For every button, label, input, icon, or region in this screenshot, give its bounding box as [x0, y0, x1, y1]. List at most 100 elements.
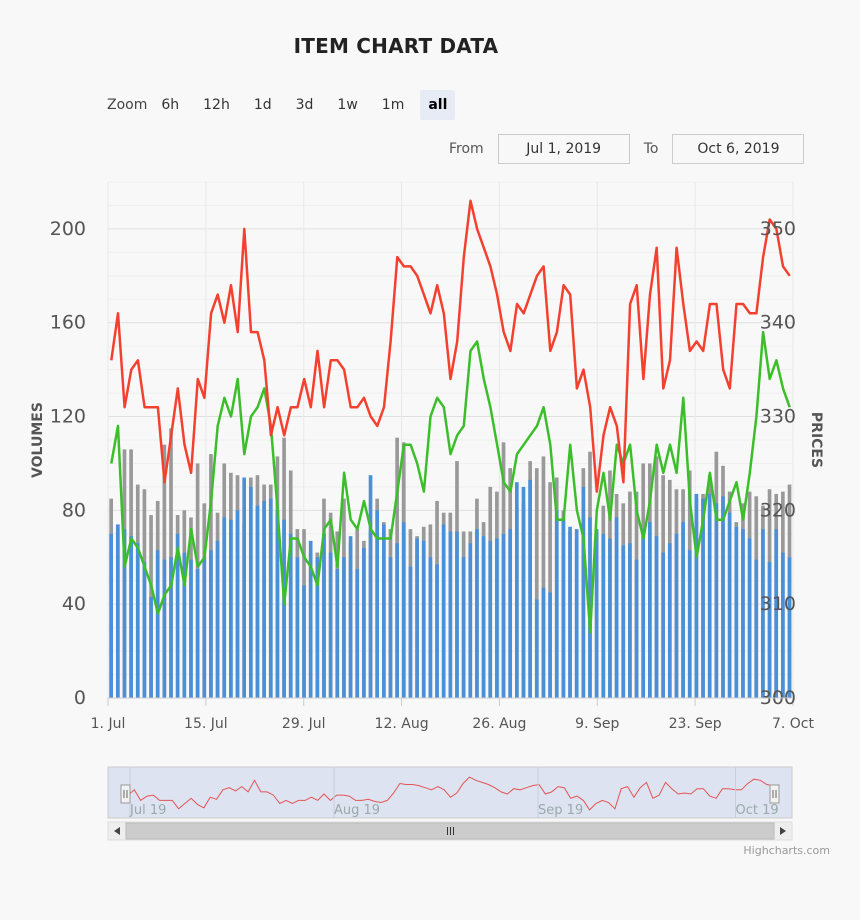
to-label: To	[643, 141, 659, 157]
volume-bar-blue	[468, 543, 473, 698]
volume-bar-blue	[135, 543, 140, 698]
volume-bar-blue	[215, 540, 220, 698]
from-date-input[interactable]: Jul 1, 2019	[497, 134, 630, 164]
volume-bar-blue	[209, 550, 213, 698]
volume-bar-blue	[441, 524, 446, 698]
y-right-tick-label: 310	[760, 593, 796, 615]
volume-bar-blue	[195, 569, 200, 698]
zoom-button-1w[interactable]: 1w	[337, 97, 358, 113]
volume-bar-blue	[741, 529, 745, 698]
volume-bar-blue	[395, 543, 399, 698]
volume-bar-blue	[388, 557, 393, 698]
x-tick-label: 7. Oct	[772, 716, 815, 732]
volume-bar-blue	[175, 533, 180, 698]
volume-bar-blue	[781, 552, 785, 698]
volume-bar-blue	[581, 486, 586, 698]
volume-bar-blue	[787, 557, 792, 698]
date-range-selector: From Jul 1, 2019 To Oct 6, 2019	[449, 134, 818, 164]
volume-bar-blue	[129, 536, 133, 698]
volume-bar-gray	[541, 456, 546, 698]
zoom-button-3d[interactable]: 3d	[295, 97, 314, 113]
volume-bar-blue	[162, 559, 167, 698]
volume-bar-blue	[268, 498, 273, 698]
volume-bar-blue	[501, 533, 506, 698]
volume-bar-blue	[435, 564, 439, 698]
volume-bar-blue	[528, 479, 532, 698]
volume-bar-blue	[614, 517, 619, 698]
volume-bar-blue	[262, 500, 266, 698]
volume-bar-blue	[767, 561, 772, 698]
to-date-input[interactable]: Oct 6, 2019	[672, 134, 805, 164]
y-left-tick-label: 0	[74, 687, 86, 709]
handle-body	[120, 784, 131, 804]
navigator-series-line	[127, 776, 774, 811]
volume-bars	[109, 428, 792, 698]
volume-bar-blue	[601, 533, 606, 698]
zoom-button-12h[interactable]: 12h	[203, 97, 230, 113]
navigator-label: Sep 19	[538, 803, 583, 818]
navigator-mask	[107, 766, 793, 819]
volume-bar-blue	[362, 547, 366, 698]
volume-bar-blue	[481, 536, 486, 698]
volume-bar-blue	[122, 529, 127, 698]
volume-bar-blue	[461, 557, 466, 698]
y-left-tick-label: 80	[62, 499, 86, 521]
volume-bar-blue	[401, 522, 406, 698]
volume-bar-blue	[382, 524, 386, 698]
volume-bar-blue	[428, 557, 433, 698]
volume-bar-blue	[475, 529, 479, 698]
axes: VOLUMES PRICES 1. Jul 15. Jul 29. Jul 12. A…	[30, 218, 824, 732]
volume-bar-blue	[747, 538, 752, 698]
y-left-axis-title: VOLUMES	[30, 402, 46, 478]
scroll-right-arrow-icon[interactable]	[780, 827, 786, 835]
volume-bar-blue	[275, 510, 280, 698]
navigator-label: Jul 19	[129, 803, 166, 818]
series-line-red	[110, 199, 791, 493]
volume-bar-blue	[701, 498, 705, 698]
volume-bar-blue	[149, 597, 153, 698]
price-lines	[110, 199, 791, 634]
from-label: From	[449, 141, 484, 157]
x-tick-label: 29. Jul	[282, 716, 326, 732]
volume-bar-blue	[295, 557, 300, 698]
volume-bar-blue	[155, 550, 160, 698]
volume-bar-blue	[335, 569, 340, 698]
volume-bar-blue	[421, 540, 426, 698]
x-tick-label: 1. Jul	[91, 716, 126, 732]
zoom-button-6h[interactable]: 6h	[161, 97, 180, 113]
volume-bar-blue	[282, 519, 286, 698]
volume-bar-blue	[189, 559, 193, 698]
volume-bar-blue	[628, 543, 632, 698]
volume-bar-blue	[761, 529, 765, 698]
zoom-label: Zoom	[107, 97, 148, 113]
volume-bar-blue	[754, 559, 759, 698]
volume-bar-blue	[375, 510, 380, 698]
volume-bar-blue	[322, 533, 326, 698]
volume-bar-blue	[115, 524, 120, 698]
volume-bar-blue	[621, 545, 626, 698]
volume-bar-blue	[554, 510, 559, 698]
credits-link[interactable]: Highcharts.com	[743, 844, 830, 857]
navigator-left-handle[interactable]	[120, 784, 131, 804]
navigator-right-handle[interactable]	[769, 784, 780, 804]
navigator[interactable]: Jul 19 Aug 19 Sep 19 Oct 19	[107, 766, 793, 841]
volume-bar-blue	[368, 475, 373, 698]
volume-bar-blue	[455, 531, 459, 698]
volume-bar-blue	[594, 529, 599, 698]
volume-bar-blue	[694, 493, 699, 698]
volume-bar-blue	[255, 505, 260, 698]
volume-bar-blue	[302, 585, 306, 698]
zoom-button-1d[interactable]: 1d	[253, 97, 272, 113]
volume-bar-blue	[488, 540, 493, 698]
volume-bar-blue	[169, 557, 173, 698]
volume-bar-blue	[408, 566, 413, 698]
volume-bar-blue	[641, 529, 646, 698]
volume-bar-blue	[541, 587, 546, 698]
scroll-left-arrow-icon[interactable]	[114, 827, 120, 835]
zoom-button-1m[interactable]: 1m	[381, 97, 405, 113]
volume-bar-blue	[328, 552, 333, 698]
volume-bar-blue	[495, 538, 499, 698]
volume-bar-blue	[727, 512, 732, 698]
volume-bar-blue	[222, 517, 227, 698]
zoom-button-all[interactable]: all	[420, 90, 456, 120]
